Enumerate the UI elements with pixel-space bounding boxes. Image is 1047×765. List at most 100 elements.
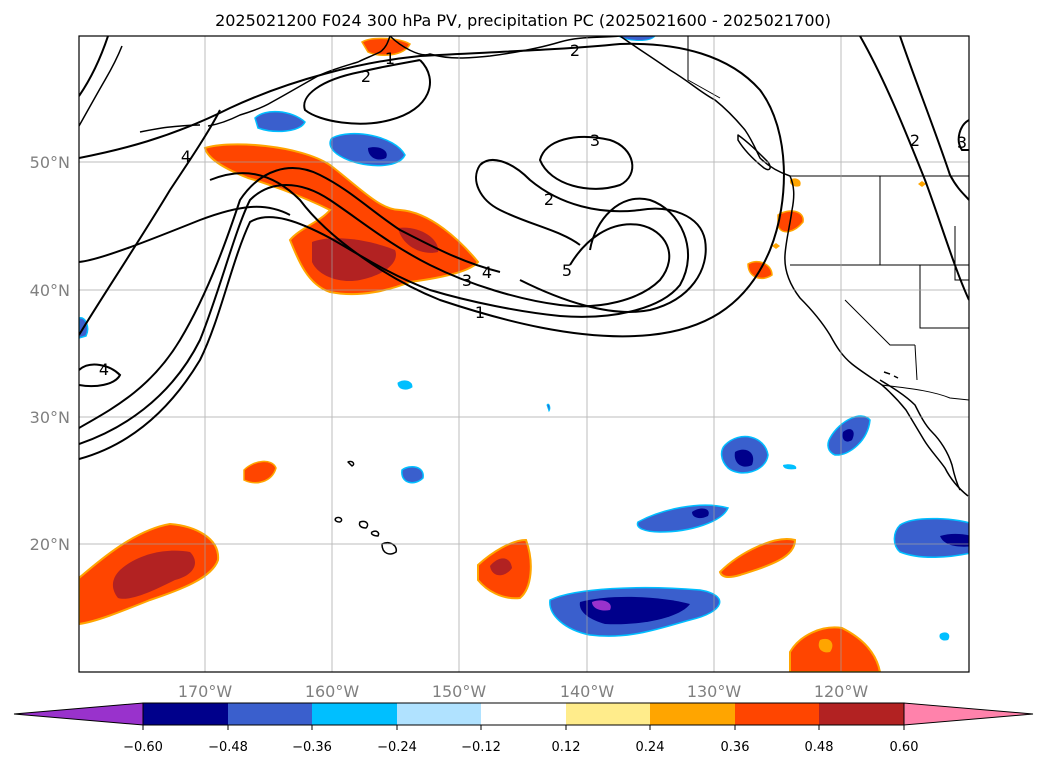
lon-label: 150°W [432,682,487,701]
pv-contour [303,59,431,125]
coastlines [79,36,969,555]
contour-label: 2 [910,131,920,150]
precip-blob [772,243,780,249]
colorbar-segment [481,703,566,725]
contour-label: 2 [544,190,554,209]
colorbar-segment [228,703,312,725]
contour-label: 1 [475,303,485,322]
colorbar-segment [312,703,397,725]
precip-blob [918,181,926,187]
aleutian-2 [207,75,319,127]
pv-contour [79,205,291,263]
colorbar-segment [650,703,735,725]
contour-label: 2 [361,67,371,86]
precip-blob [818,638,833,653]
pv-contour [79,36,109,97]
precip-blob [243,460,277,484]
precip-blob [692,508,709,519]
contour-label: 4 [482,263,492,282]
pv-contour [899,36,969,201]
pv-contour [79,42,785,338]
colorbar-extend-low [13,702,144,726]
precip-blob [254,110,306,133]
pv-contour [859,36,969,301]
precip-blob [940,533,969,547]
precip-blob [734,449,754,467]
alaska-peninsula [317,36,391,77]
hawaii-4 [370,530,380,537]
us-state-borders [790,176,969,381]
precip-blob [112,550,195,599]
hawaii-5 [347,460,355,467]
colorbar-segment [143,703,228,725]
precip-blob [312,238,396,282]
pv-contour [475,164,581,246]
precip-blob [718,538,797,578]
north-america-coast [619,36,969,497]
precip-negative-anomalies [79,36,969,641]
pv-contours [79,36,969,460]
hawaii-1 [381,541,398,555]
precip-blob [592,600,611,611]
vancouver-island [737,134,771,171]
colorbar-ticks [142,725,905,730]
colorbar-tick-label: 0.36 [721,740,750,755]
colorbar-tick-label: 0.60 [890,740,919,755]
contour-label: 4 [99,360,109,379]
lon-label: 120°W [814,682,869,701]
hawaii-2 [358,520,369,529]
lat-label: 20°N [30,535,70,554]
lat-label: 40°N [30,281,70,300]
contour-labels: 2 2 1 4 3 2 5 4 3 1 4 2 3 [99,41,967,379]
colorbar-frame [142,702,905,726]
pv-contour [957,119,969,151]
colorbar-segment [735,703,819,725]
map-panel: 2 2 1 4 3 2 5 4 3 1 4 2 3 50°N 40°N 30°N… [30,35,970,701]
lon-label: 170°W [178,682,233,701]
contour-label: 1 [385,49,395,68]
map-frame [78,35,970,673]
colorbar-segment [819,703,904,725]
precip-blob [368,147,387,160]
lon-label: 160°W [305,682,360,701]
colorbar-tick-label: 0.12 [552,740,581,755]
colorbar-tick-label: −0.24 [377,740,417,755]
pv-contour [479,159,707,313]
colorbar-tick-label: −0.36 [292,740,332,755]
graticule [79,36,969,672]
colorbar-tick-labels: −0.60 −0.48 −0.36 −0.24 −0.12 0.12 0.24 … [123,740,918,755]
pv-contour [79,197,690,460]
precip-blob [842,429,854,442]
colorbar-tick-label: −0.12 [461,740,501,755]
pv-contour [79,167,501,429]
pv-contour [79,184,671,445]
us-mexico-border [881,384,969,401]
latitude-labels: 50°N 40°N 30°N 20°N [30,153,70,554]
pv-contour [79,109,221,336]
colorbar-segment [566,703,650,725]
lat-label: 50°N [30,153,70,172]
alaska-coast [389,36,621,59]
lon-label: 130°W [687,682,742,701]
figure-title: 2025021200 F024 300 hPa PV, precipitatio… [215,11,831,30]
pv-contour [79,363,122,388]
contour-label: 3 [462,271,472,290]
precip-blob [893,517,969,559]
precip-positive-anomalies [79,37,926,672]
colorbar: −0.60 −0.48 −0.36 −0.24 −0.12 0.12 0.24 … [13,702,1034,755]
longitude-labels: 170°W 160°W 150°W 140°W 130°W 120°W [178,682,869,701]
precip-blob [397,380,413,390]
colorbar-tick-label: 0.48 [805,740,834,755]
contour-label: 4 [181,147,191,166]
kamchatka-coast [79,45,123,127]
precip-blob [783,464,797,470]
precip-blob [789,626,882,672]
colorbar-segment [397,703,481,725]
lat-label: 30°N [30,408,70,427]
contour-label: 5 [562,261,572,280]
pv-contour [538,136,634,190]
precip-blob [939,632,950,641]
colorbar-tick-label: −0.48 [208,740,248,755]
baja-coast [879,379,961,491]
